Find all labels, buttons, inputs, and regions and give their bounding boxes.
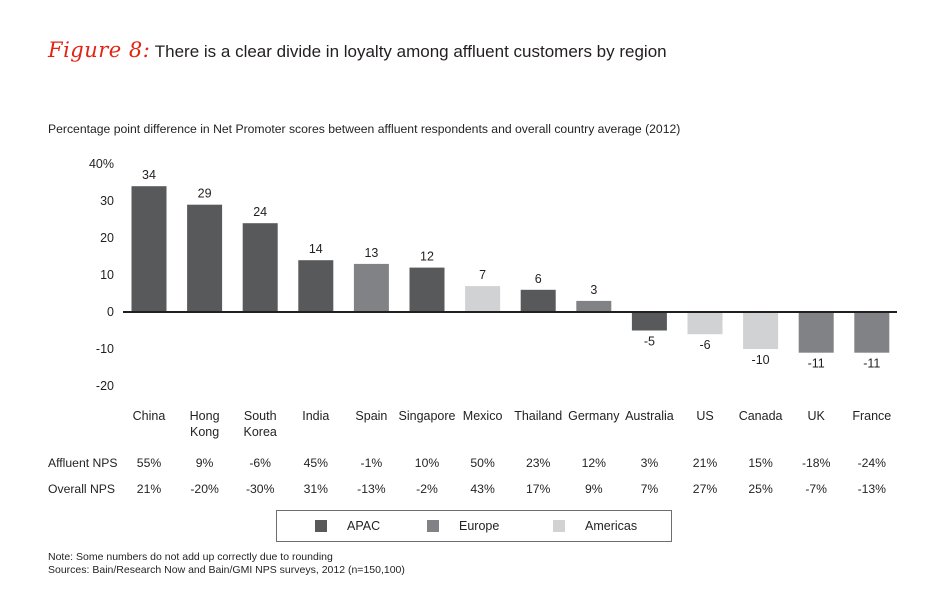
table-cell: 50%	[470, 456, 495, 470]
overall-nps-label: Overall NPS	[48, 482, 116, 496]
bar-hong-kong	[187, 204, 223, 312]
note-text: Note: Some numbers do not add up correct…	[48, 551, 333, 563]
legend-swatch-europe	[427, 520, 439, 532]
data-label: 13	[364, 246, 378, 260]
table-cell: 43%	[470, 482, 495, 496]
table-cell: 21%	[136, 482, 162, 496]
table-cell: 12%	[581, 456, 606, 470]
table-cell: 3%	[640, 456, 659, 470]
table-cell: 15%	[748, 456, 773, 470]
y-tick-label: -10	[96, 342, 114, 356]
x-tick-label: UK	[808, 409, 826, 423]
x-tick-label: Thailand	[514, 409, 562, 423]
notes: Note: Some numbers do not add up correct…	[48, 551, 405, 577]
x-tick-label: France	[852, 409, 891, 423]
data-label: 7	[479, 268, 486, 282]
data-label: 3	[590, 283, 597, 297]
bar-china	[131, 186, 167, 312]
figure-label: Figure 8:	[48, 38, 151, 62]
table-cell: 9%	[195, 456, 214, 470]
affluent-nps-label: Affluent NPS	[48, 456, 118, 470]
x-tick-label: Australia	[625, 409, 674, 423]
bar-australia	[631, 312, 667, 331]
y-tick-label: 20	[100, 231, 114, 245]
x-tick-label: Singapore	[399, 409, 456, 423]
legend: APAC Europe Americas	[276, 510, 672, 542]
table-cell: -7%	[805, 482, 828, 496]
legend-label-europe: Europe	[459, 519, 500, 533]
table-cell: 25%	[748, 482, 773, 496]
y-tick-label: -20	[96, 379, 114, 393]
table-cell: 9%	[584, 482, 603, 496]
table-cell: 7%	[640, 482, 659, 496]
bar-us	[687, 312, 723, 335]
bar-south-korea	[242, 223, 278, 312]
table-cell: -6%	[249, 456, 272, 470]
legend-label-apac: APAC	[347, 519, 381, 533]
bar-uk	[798, 312, 834, 353]
x-tick-label: India	[302, 409, 329, 423]
legend-swatch-americas	[553, 520, 565, 532]
table-cell: 10%	[414, 456, 440, 470]
table-cell: -20%	[190, 482, 219, 496]
data-label: 14	[309, 242, 323, 256]
x-tick-label: Canada	[739, 409, 783, 423]
legend-swatch-apac	[315, 520, 327, 532]
table-cell: -30%	[245, 482, 275, 496]
y-tick-label: 30	[100, 194, 114, 208]
table-cell: -18%	[801, 456, 831, 470]
data-label: 29	[198, 187, 212, 201]
y-tick-label: 10	[100, 268, 114, 282]
data-label: 24	[253, 205, 267, 219]
legend-item-europe: Europe	[427, 511, 499, 541]
table-cell: 17%	[525, 482, 551, 496]
data-label: -5	[644, 335, 655, 349]
legend-label-americas: Americas	[585, 519, 638, 533]
y-tick-label: 0	[107, 305, 114, 319]
table-cell: 55%	[136, 456, 162, 470]
bar-thailand	[520, 289, 556, 312]
x-tick-label: Kong	[190, 425, 219, 439]
x-tick-label: Korea	[244, 425, 277, 439]
bar-chart: -20 -10 0 10 20 30 40% 34 China 29 Hong Kong 24 South…	[89, 157, 897, 439]
figure-title-text: There is a clear divide in loyalty among…	[154, 42, 667, 61]
bar-spain	[353, 263, 389, 312]
x-tick-label: Mexico	[463, 409, 503, 423]
table-cell: -2%	[416, 482, 438, 496]
x-tick-label: US	[696, 409, 713, 423]
data-label: 12	[420, 250, 434, 264]
table-cell: 21%	[692, 456, 718, 470]
bar-canada	[743, 312, 779, 349]
table-cell: 23%	[525, 456, 551, 470]
x-tick-label: South	[244, 409, 277, 423]
data-label: 34	[142, 168, 156, 182]
x-tick-label: Spain	[355, 409, 387, 423]
table-cell: -24%	[857, 456, 887, 470]
legend-item-apac: APAC	[315, 511, 380, 541]
table-cell: 27%	[692, 482, 718, 496]
data-label: -6	[699, 338, 710, 352]
legend-item-americas: Americas	[553, 511, 637, 541]
x-tick-label: Hong	[190, 409, 220, 423]
x-tick-label: China	[133, 409, 166, 423]
table-cell: 31%	[303, 482, 328, 496]
data-label: -11	[863, 357, 880, 371]
bar-singapore	[409, 267, 445, 312]
bar-germany	[576, 300, 612, 312]
data-label: -10	[752, 353, 770, 367]
chart-subtitle: Percentage point difference in Net Promo…	[48, 122, 681, 136]
table-cell: -13%	[857, 482, 887, 496]
bar-france	[854, 312, 890, 353]
table-cell: -13%	[357, 482, 386, 496]
x-tick-label: Germany	[568, 409, 620, 423]
figure-title: Figure 8: There is a clear divide in loy…	[48, 38, 667, 62]
bar-mexico	[465, 286, 501, 312]
data-label: -11	[808, 357, 825, 371]
table-cell: 45%	[303, 456, 328, 470]
y-tick-label: 40%	[89, 157, 114, 171]
sources-text: Sources: Bain/Research Now and Bain/GMI …	[48, 564, 405, 576]
table-cell: -1%	[360, 456, 383, 470]
bar-india	[298, 260, 334, 312]
data-label: 6	[535, 272, 542, 286]
